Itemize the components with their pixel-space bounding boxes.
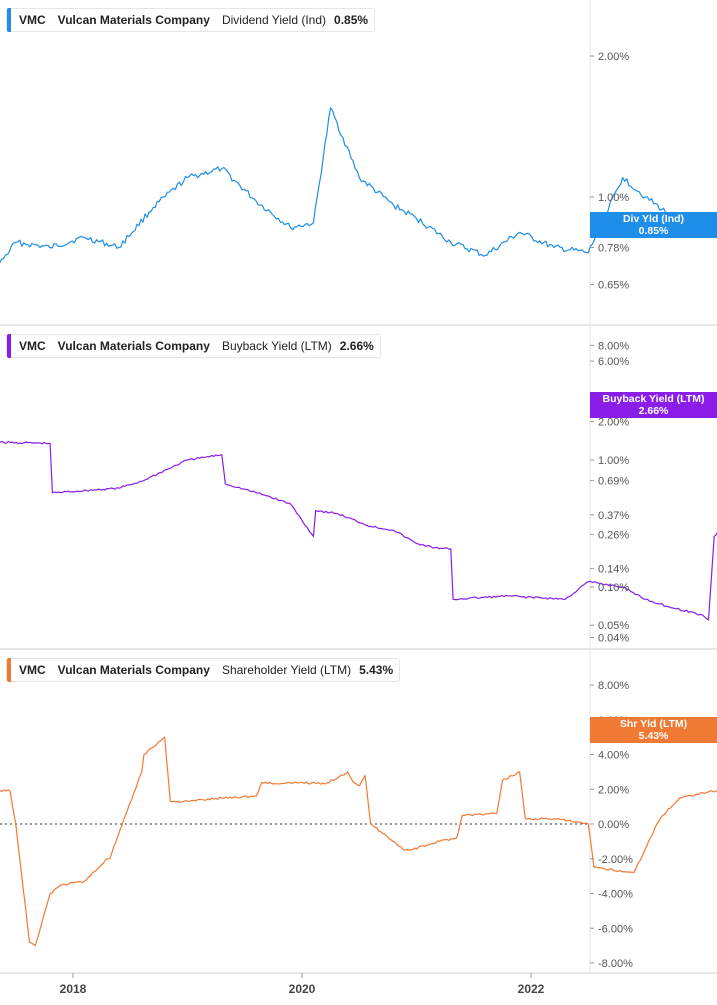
ticker-label: VMC <box>19 339 46 353</box>
y-tick-label: 0.10% <box>598 582 629 594</box>
y-tick-label: 0.78% <box>598 242 629 254</box>
y-tick-label: 6.00% <box>598 356 629 368</box>
metric-value: 5.43% <box>359 663 394 677</box>
y-tick-label: 0.26% <box>598 529 629 541</box>
y-tick-label: 2.00% <box>598 51 629 63</box>
series-swatch <box>7 658 11 682</box>
metric-value: 0.85% <box>334 13 369 27</box>
y-tick-label: 8.00% <box>598 340 629 352</box>
metric-value: 2.66% <box>339 339 374 353</box>
y-tick-label: 1.00% <box>598 192 629 204</box>
last-value-flag-buyback: Buyback Yield (LTM) 2.66% <box>590 392 717 418</box>
company-name: Vulcan Materials Company <box>57 13 210 27</box>
y-tick-label: -8.00% <box>598 958 633 970</box>
metric-name: Shareholder Yield (LTM) <box>221 663 352 677</box>
series-line-dividend <box>0 107 717 264</box>
metric-name: Buyback Yield (LTM) <box>221 339 332 353</box>
ticker-label: VMC <box>19 13 46 27</box>
ticker-label: VMC <box>19 663 46 677</box>
x-tick-label: 2020 <box>289 982 316 996</box>
last-value-flag-dividend: Div Yld (Ind) 0.85% <box>590 212 717 238</box>
y-tick-label: 0.05% <box>598 620 629 632</box>
y-tick-label: 0.14% <box>598 563 629 575</box>
y-tick-label: 2.00% <box>598 417 629 429</box>
y-tick-label: 1.00% <box>598 455 629 467</box>
legend-buyback[interactable]: VMC Vulcan Materials Company Buyback Yie… <box>6 334 381 358</box>
series-swatch <box>7 334 11 358</box>
company-name: Vulcan Materials Company <box>57 663 210 677</box>
y-tick-label: 4.00% <box>598 750 629 762</box>
flag-value: 2.66% <box>638 405 669 417</box>
x-tick-label: 2022 <box>518 982 545 996</box>
y-tick-label: 0.65% <box>598 280 629 292</box>
legend-dividend[interactable]: VMC Vulcan Materials Company Dividend Yi… <box>6 8 376 32</box>
y-tick-label: 0.69% <box>598 475 629 487</box>
flag-value: 0.85% <box>638 225 669 237</box>
y-tick-label: 8.00% <box>598 680 629 692</box>
y-tick-label: 0.00% <box>598 819 629 831</box>
flag-label: Shr Yld (LTM) <box>619 718 688 730</box>
series-line-buyback <box>0 440 717 621</box>
last-value-flag-shareholder: Shr Yld (LTM) 5.43% <box>590 717 717 743</box>
company-name: Vulcan Materials Company <box>57 339 210 353</box>
x-tick-label: 2018 <box>60 982 87 996</box>
legend-shareholder[interactable]: VMC Vulcan Materials Company Shareholder… <box>6 658 401 682</box>
y-tick-label: 2.00% <box>598 784 629 796</box>
flag-label: Buyback Yield (LTM) <box>602 393 705 405</box>
flag-value: 5.43% <box>638 730 669 742</box>
y-tick-label: -4.00% <box>598 889 633 901</box>
flag-label: Div Yld (Ind) <box>622 213 685 225</box>
y-tick-label: 0.04% <box>598 633 629 645</box>
y-tick-label: 0.37% <box>598 510 629 522</box>
y-tick-label: -6.00% <box>598 923 633 935</box>
series-line-shareholder <box>0 736 717 947</box>
series-swatch <box>7 8 11 32</box>
metric-name: Dividend Yield (Ind) <box>221 13 327 27</box>
y-tick-label: -2.00% <box>598 854 633 866</box>
